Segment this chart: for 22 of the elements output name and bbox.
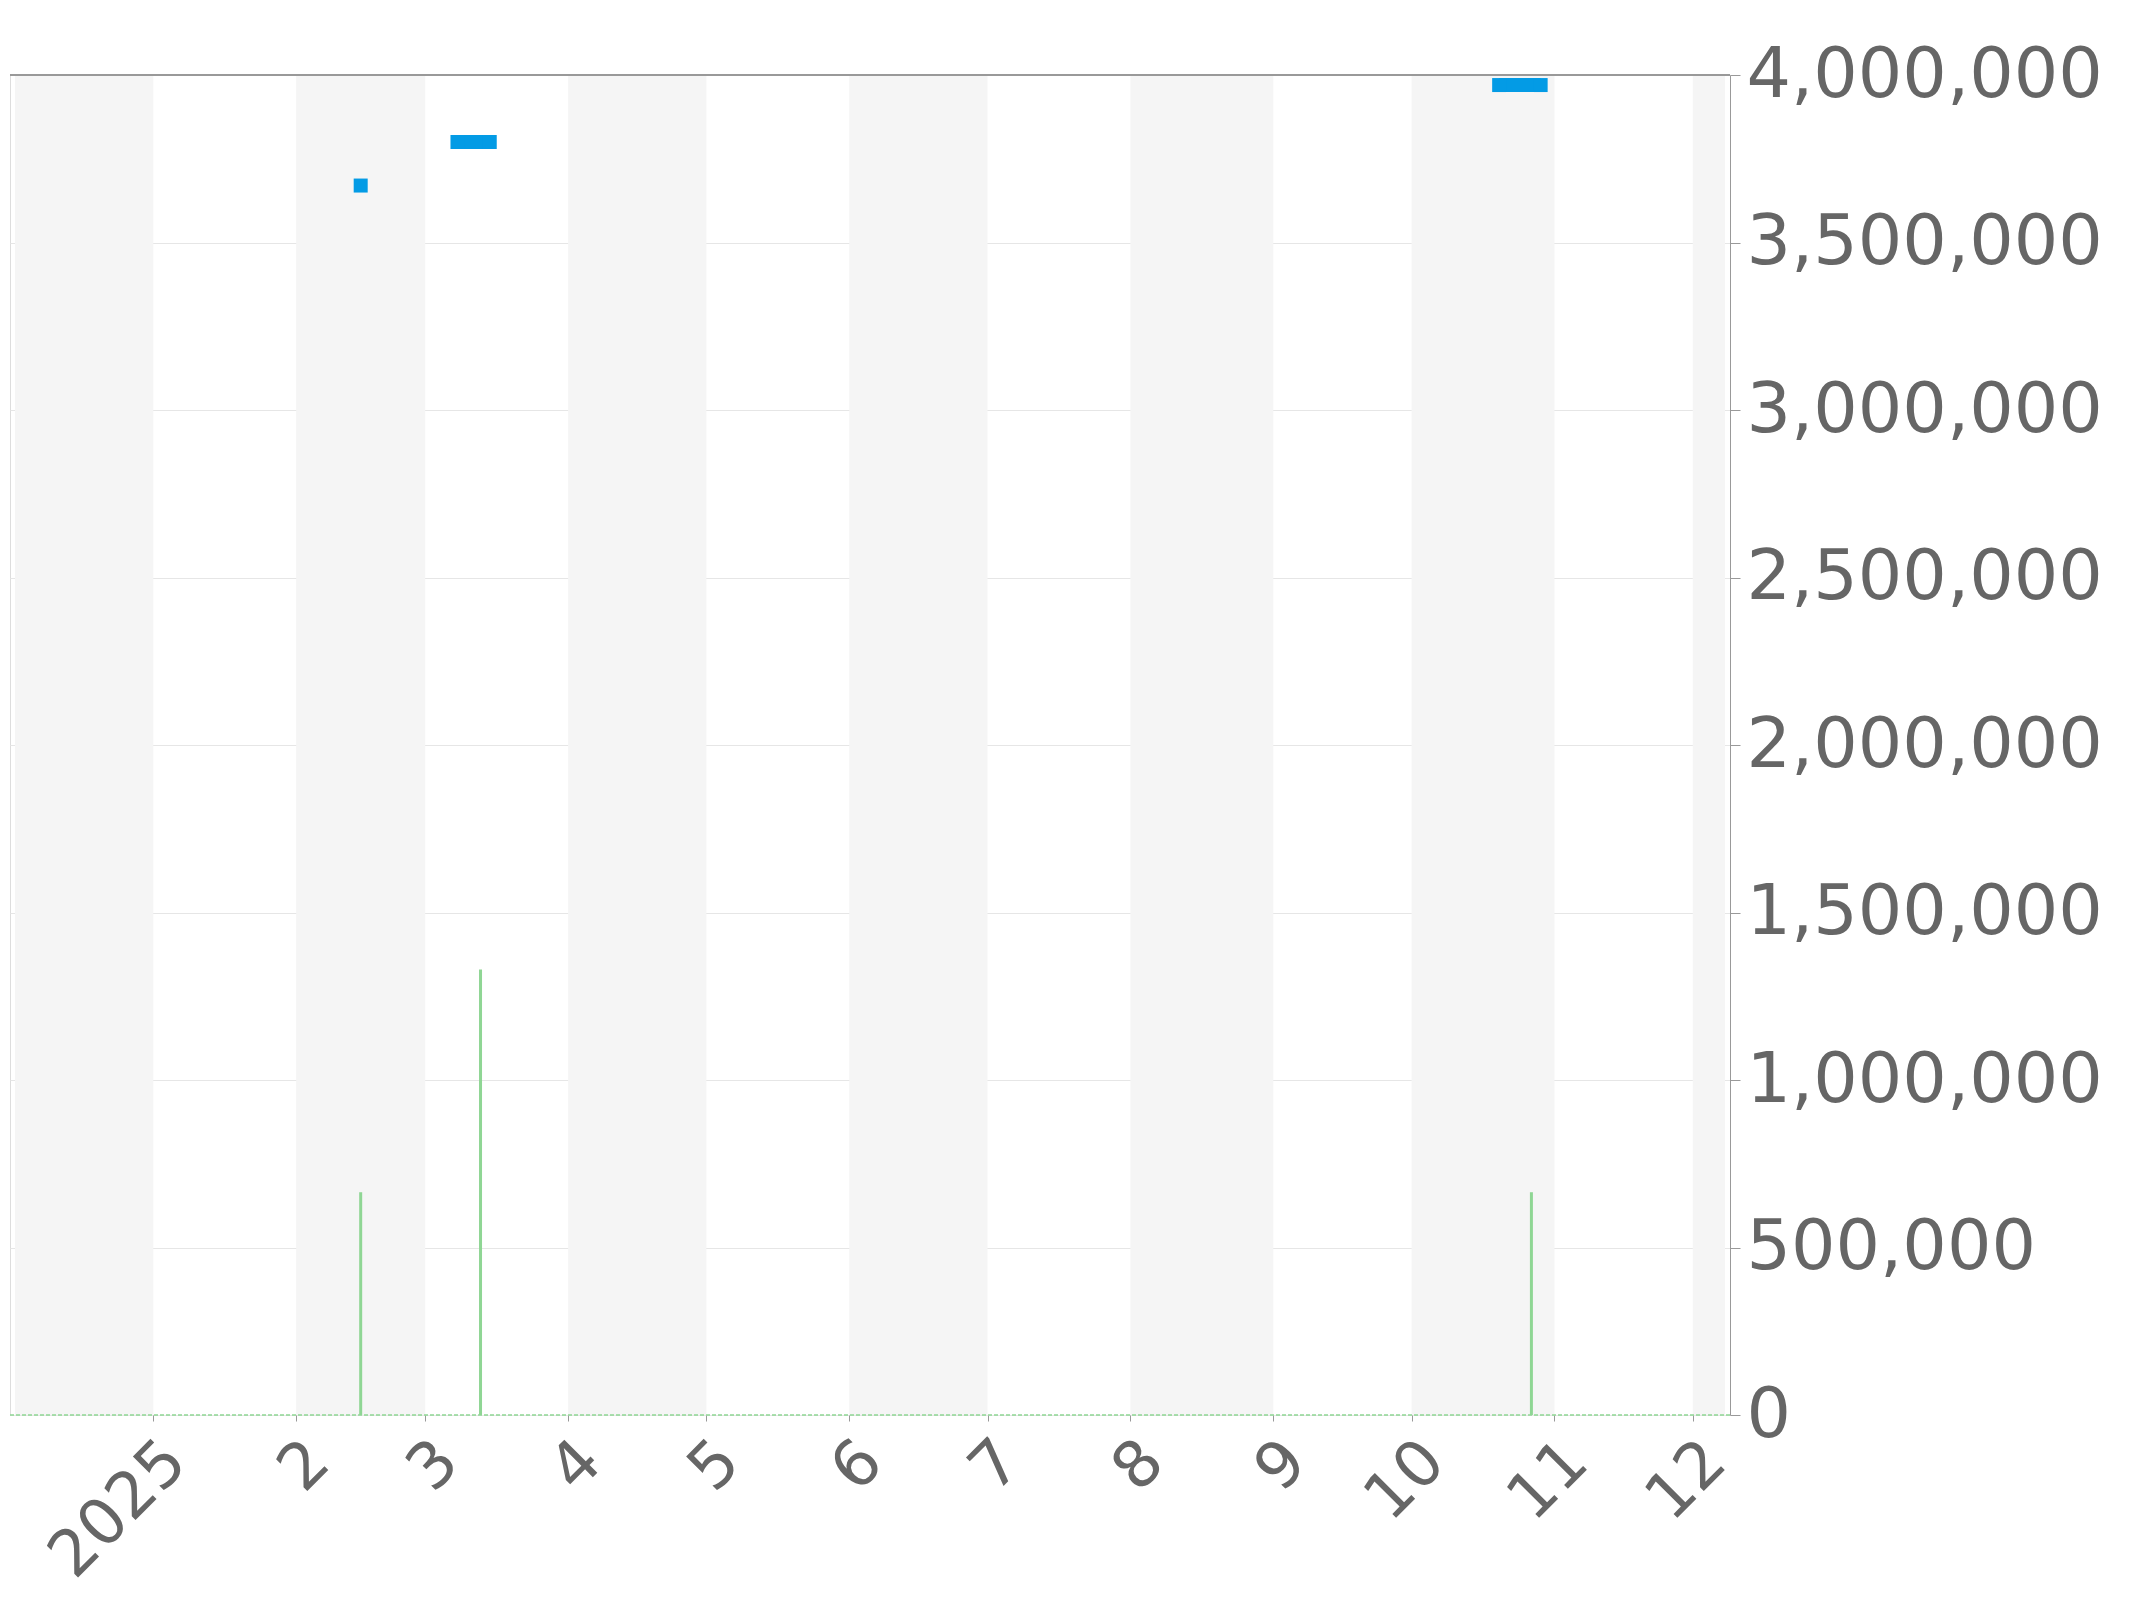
- point: [1492, 78, 1507, 93]
- x-tick-label: 4: [534, 1423, 616, 1505]
- y-tick-label: 0: [1746, 1371, 1792, 1454]
- x-tick-label: 11: [1491, 1423, 1602, 1534]
- point: [1533, 78, 1548, 93]
- x-tick-label: 2: [262, 1423, 344, 1505]
- x-tick-label: 3: [391, 1423, 473, 1505]
- y-tick-label: 4,000,000: [1746, 31, 2103, 114]
- y-tick-label: 2,500,000: [1746, 534, 2103, 616]
- y-tick-label: 1,500,000: [1746, 869, 2103, 951]
- x-tick-label: 6: [815, 1423, 897, 1505]
- x-tick-label: 8: [1096, 1423, 1178, 1505]
- y-tick-label: 3,000,000: [1746, 366, 2103, 449]
- x-tick-label: 9: [1239, 1423, 1321, 1505]
- y-tick-label: 3,500,000: [1746, 199, 2103, 281]
- x-tick-label: 7: [953, 1423, 1035, 1505]
- x-tick-label: 10: [1348, 1423, 1459, 1534]
- y-tick-label: 500,000: [1746, 1204, 2036, 1286]
- x-tick-label: 5: [672, 1423, 754, 1505]
- x-tick-label: 12: [1629, 1423, 1740, 1534]
- y-tick-label: 1,000,000: [1746, 1036, 2103, 1119]
- y-tick-label: 2,000,000: [1746, 701, 2103, 784]
